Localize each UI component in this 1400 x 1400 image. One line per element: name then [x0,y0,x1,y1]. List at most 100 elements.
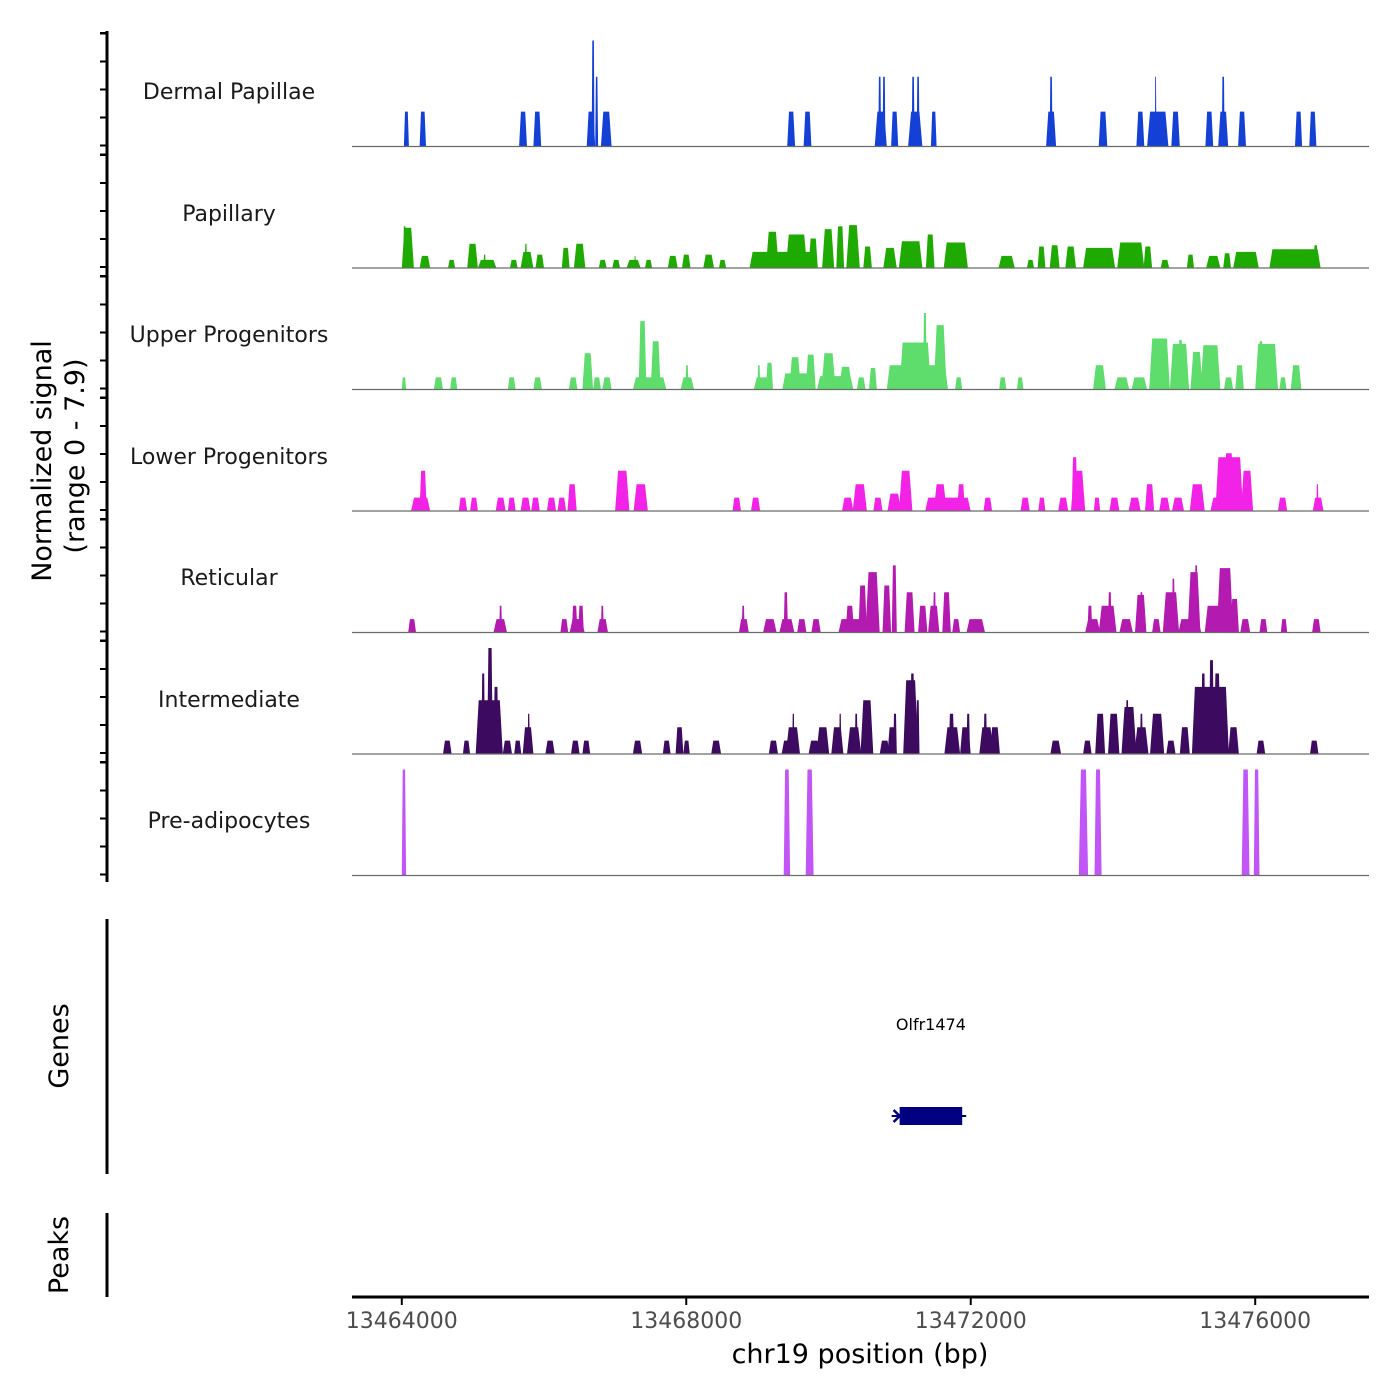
signal-peak [904,592,915,633]
signal-peak [805,769,814,876]
signal-peak [797,619,807,633]
signal-peak [1184,727,1188,754]
signal-peak [1228,727,1239,754]
signal-peak [1162,592,1180,633]
signal-peak [1223,453,1234,511]
signal-peak [571,740,580,754]
signal-peak [507,497,516,511]
track-labels: Dermal Papillae Papillary Upper Progenit… [130,80,329,834]
signal-peak [433,377,443,390]
signal-peak [821,353,836,390]
x-tick-label: 13472000 [915,1309,1027,1334]
x-tick-label: 13476000 [1199,1309,1311,1334]
track-label-dermal-papillae: Dermal Papillae [143,80,315,105]
x-tick-label: 13468000 [630,1309,742,1334]
signal-peak [1147,111,1169,147]
signal-peak [854,713,858,754]
signal-peak [1119,619,1133,633]
signal-peak [567,484,577,511]
signal-peak [470,497,478,511]
signal-peak [1160,259,1170,268]
signal-peak [1152,619,1161,633]
signal-peak [1200,345,1221,390]
signal-peak [1269,249,1321,268]
track-pre-adipocytes [352,769,1369,877]
signal-peak [998,255,1015,268]
signal-peak [863,246,872,268]
signal-peak [1017,377,1024,390]
signal-peak [419,470,427,511]
signal-peak [1206,255,1221,268]
signal-peak [933,592,936,633]
signal-peak [808,238,818,268]
signal-peak [582,740,591,754]
signal-peak [847,727,862,754]
signal-peak [805,354,816,390]
signal-peak [1223,377,1234,390]
signal-peak [852,484,867,511]
signal-peak [887,493,901,511]
signal-peak [816,727,830,754]
signal-peak [878,76,882,147]
signal-peak [1189,484,1205,511]
signal-peak [682,254,691,268]
signal-peak [531,497,540,511]
signal-peak [645,259,653,268]
signal-peak [1093,365,1106,390]
signal-peak [593,377,601,390]
signal-peak [1235,365,1244,390]
signal-peak [401,769,407,876]
y-axis-title-line1: Normalized signal [27,340,58,582]
signal-peak [1221,76,1225,147]
signal-peak [493,686,499,754]
signal-peak [822,229,835,268]
signal-peak [1295,111,1303,147]
signal-peak [845,605,855,633]
signal-peak [535,254,544,268]
signal-peak [916,700,920,754]
signal-peak [1259,619,1268,633]
track-dermal-papillae [352,40,1369,148]
signal-peak [481,673,485,754]
signal-peak [1253,769,1260,876]
signal-peak [846,225,860,268]
signal-peak [789,357,801,390]
signal-peak [989,727,1000,754]
signal-peak [1083,740,1092,754]
signal-peak [1108,713,1120,754]
signal-peak [557,497,567,511]
signal-peak [401,377,407,390]
strand-arrow-icon [892,1109,902,1123]
signal-peak [1255,343,1278,390]
signal-peak [882,76,886,147]
signal-peak [942,592,951,633]
signal-peak [839,366,852,390]
signal-peak [495,497,506,511]
signal-peak [632,377,667,390]
signal-peak [741,605,745,633]
signal-peak [873,497,883,511]
signal-peak [1279,377,1287,390]
signal-peak [836,226,845,268]
signal-peak [573,243,586,268]
signal-peak [999,377,1007,390]
signal-peak [1154,76,1157,147]
signal-peak [1310,740,1319,754]
signal-peak [1201,673,1206,754]
signal-peak [711,740,722,754]
signal-peak [1172,578,1175,633]
genes-panel-title: Genes [44,1003,75,1088]
signal-peak [1312,619,1321,633]
signal-peak [1256,740,1266,754]
signal-peak [757,365,761,390]
signal-peak [561,247,570,268]
signal-peak [1038,497,1046,511]
signal-peak [650,341,661,390]
signal-peak [1278,497,1288,511]
signal-peak [1145,484,1155,511]
signal-peak [675,727,684,754]
signal-peak [1114,377,1130,390]
signal-peak [1240,619,1251,633]
signal-peak [923,313,927,390]
signal-peak [1140,592,1143,633]
